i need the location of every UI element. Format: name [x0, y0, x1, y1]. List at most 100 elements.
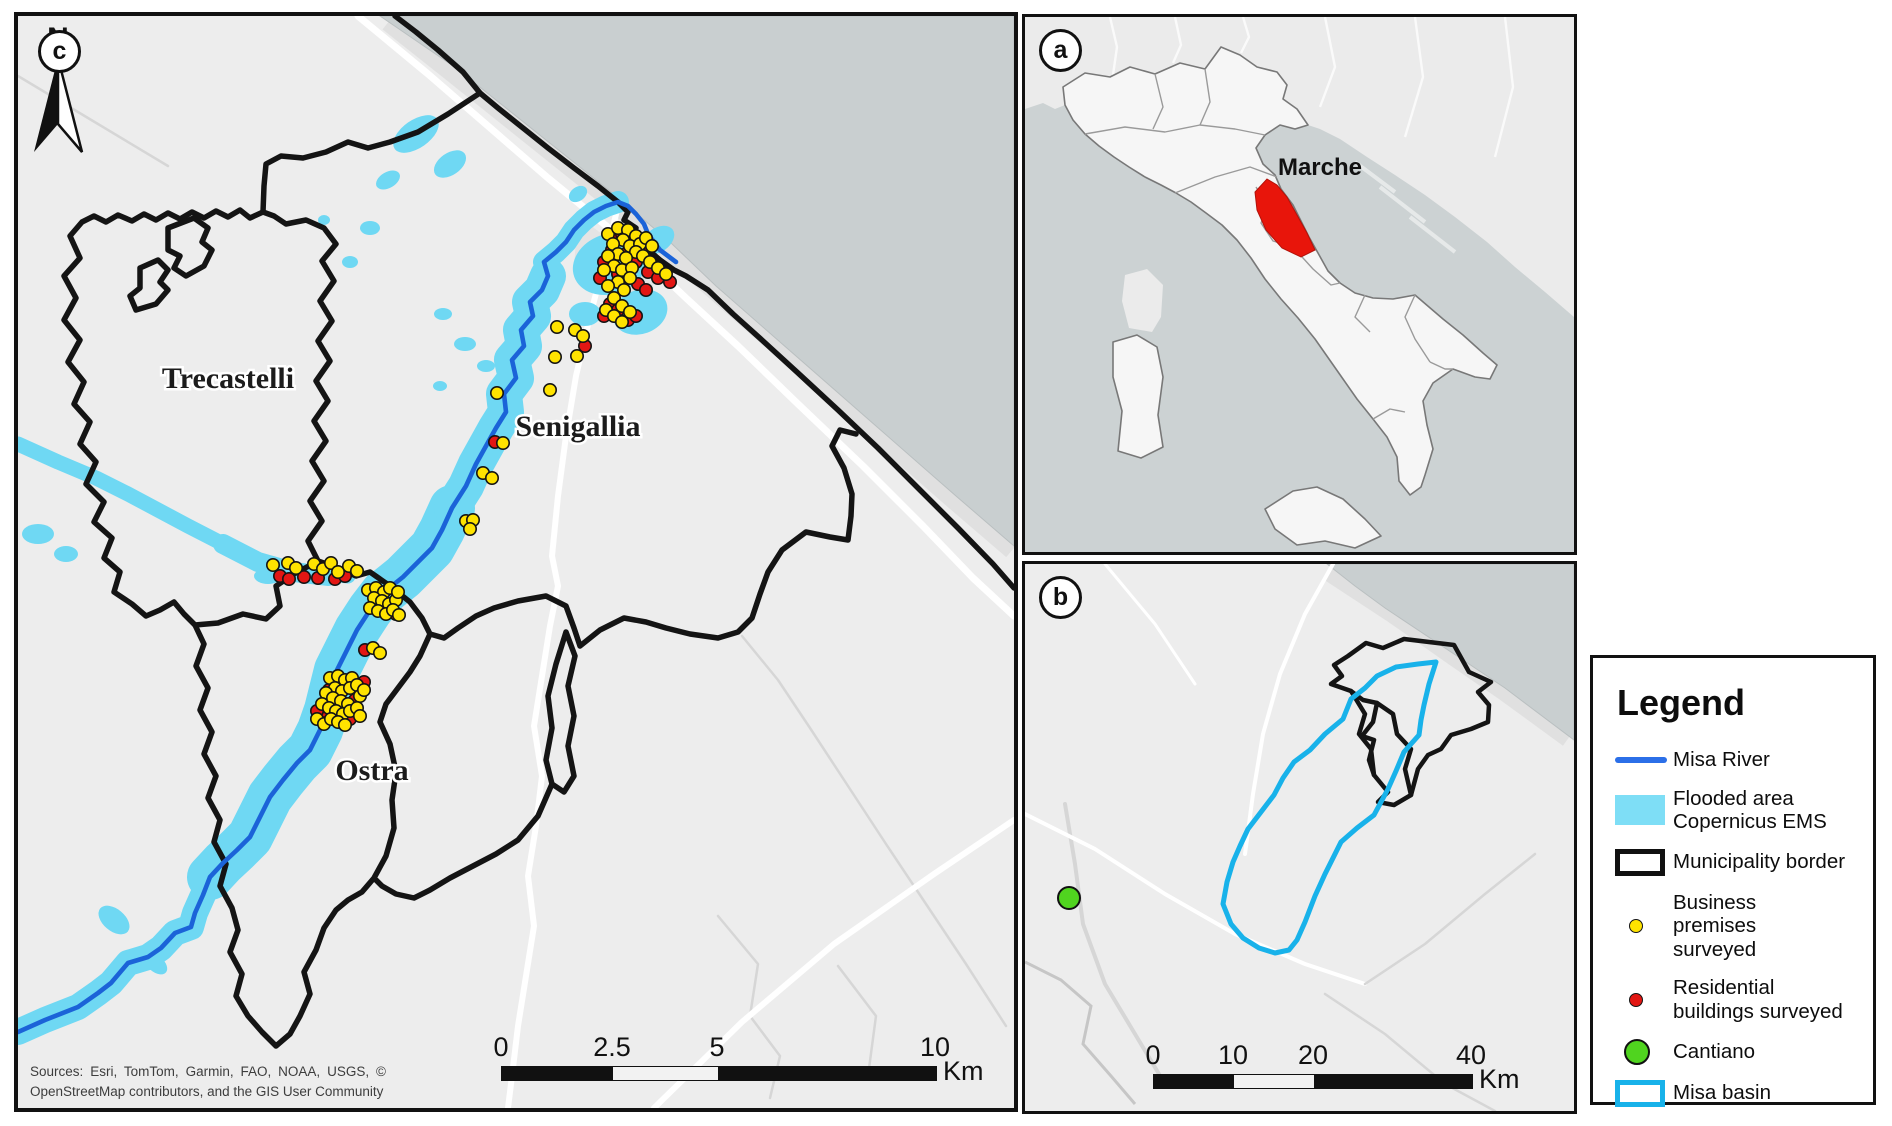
legend-item-label: Business premises surveyed — [1673, 890, 1757, 961]
border-lobe — [543, 629, 578, 795]
islands — [1353, 160, 1457, 254]
valley-road — [505, 203, 621, 1108]
panel-letter-a: a — [1039, 29, 1082, 72]
legend-title: Legend — [1617, 682, 1746, 723]
corsica — [1122, 269, 1163, 332]
label-senigallia: Senigallia — [515, 410, 640, 443]
legend-item-label: Cantiano — [1673, 1039, 1756, 1063]
country-border — [1318, 17, 1337, 108]
panel-b-canvas — [1025, 564, 1574, 1111]
municipality-inner-border — [1348, 688, 1377, 778]
label-trecastelli: Trecastelli — [162, 362, 294, 395]
legend-box: Legend Misa River Flooded area Copernicu… — [1590, 655, 1876, 1107]
business-premises-dot — [462, 521, 477, 536]
municipality-inner-border — [1374, 700, 1414, 798]
trecastelli-border — [61, 207, 339, 628]
misa-river — [18, 199, 679, 1035]
scalebar-bar — [1153, 1074, 1473, 1089]
legend-item-label: Residential buildings surveyed — [1673, 976, 1843, 1023]
business-premises-dot — [484, 470, 499, 485]
minor-road — [1363, 852, 1537, 986]
country-border — [1493, 17, 1515, 158]
business-premises-dot — [600, 278, 615, 293]
country-border — [1171, 17, 1183, 64]
scalebar-bar — [501, 1066, 937, 1081]
municipality-borders-layer — [61, 16, 1014, 1049]
scalebar-tick: 5 — [709, 1032, 725, 1062]
panel-letter-c: c — [38, 30, 81, 73]
business-premises-dot — [622, 271, 637, 286]
north-arrow-right — [56, 57, 84, 153]
business-premises-dot — [596, 263, 611, 278]
panel-b-map: b 0 10 20 40 Km — [1022, 561, 1577, 1114]
business-premises-dot — [288, 560, 303, 575]
road — [1243, 564, 1335, 856]
scalebar-tick: 10 — [919, 1032, 951, 1062]
minor-road — [740, 634, 1008, 1028]
cantiano-dot-swatch — [1624, 1038, 1650, 1065]
business-dots-layer — [266, 221, 673, 732]
municipality-border-swatch — [1615, 848, 1665, 876]
legend-item-flooded-area: Flooded area Copernicus EMS — [1615, 787, 1853, 834]
panel-c-canvas: Trecastelli Senigallia Ostra — [18, 16, 1014, 1108]
business-premises-dot — [489, 385, 504, 400]
adriatic-sea — [1326, 564, 1574, 741]
legend-item-misa-basin: Misa basin — [1615, 1079, 1853, 1107]
scalebar-unit: Km — [1479, 1064, 1520, 1094]
flooded-area-swatch — [1615, 795, 1665, 826]
ostra-border — [192, 622, 433, 1049]
stream — [1025, 960, 1137, 1105]
business-premises-dot — [330, 564, 345, 579]
business-premises-dot — [266, 557, 281, 572]
country-border — [1108, 17, 1119, 76]
scalebar-tick: 20 — [1297, 1040, 1329, 1070]
scalebar-unit: Km — [943, 1056, 984, 1086]
business-premises-dot — [569, 348, 584, 363]
misa-basin-outline — [1220, 659, 1439, 956]
panel-a-map: Marche a — [1022, 14, 1577, 555]
business-premises-dot — [622, 304, 637, 319]
senigallia-nw-border — [260, 90, 483, 215]
business-premises-dot — [549, 319, 564, 334]
minor-road — [18, 74, 170, 168]
business-premises-dot — [352, 708, 367, 723]
residential-building-dot — [638, 282, 653, 297]
label-ostra: Ostra — [335, 754, 408, 787]
minor-road — [1323, 992, 1497, 1111]
business-premises-dot — [575, 328, 590, 343]
country-border — [1403, 17, 1425, 138]
legend-item-municipality-border: Municipality border — [1615, 848, 1853, 876]
business-premises-dot — [337, 717, 352, 732]
business-premises-dot — [356, 682, 371, 697]
legend-item-label: Misa basin — [1673, 1081, 1771, 1105]
marche-region — [1254, 178, 1316, 258]
business-premises-dot — [616, 282, 631, 297]
business-premises-dot — [372, 645, 387, 660]
scalebar-tick: 40 — [1455, 1040, 1487, 1070]
legend-item-cantiano: Cantiano — [1615, 1038, 1853, 1065]
border-lobe-tail — [373, 781, 555, 901]
neighbor-countries — [1025, 17, 1574, 317]
panel-letter-b: b — [1039, 576, 1082, 619]
scalebar-tick: 10 — [1217, 1040, 1249, 1070]
coastal-road — [354, 16, 1014, 620]
legend-item-misa-river: Misa River — [1615, 748, 1853, 772]
residential-building-dot — [281, 571, 296, 586]
border-detail — [165, 215, 215, 279]
legend-item-label: Flooded area Copernicus EMS — [1673, 786, 1827, 834]
panel-a-canvas: Marche — [1025, 17, 1574, 552]
panel-c-map: Trecastelli Senigallia Ostra c N 0 2.5 5… — [14, 12, 1018, 1112]
business-premises-dot — [658, 267, 673, 282]
sardinia — [1112, 334, 1164, 459]
italy-mainland — [1062, 46, 1498, 496]
business-premises-dot — [391, 607, 406, 622]
legend-item-business-premises: Business premises surveyed — [1615, 891, 1853, 962]
adriatic-sea — [379, 16, 1014, 547]
business-premises-dot — [495, 435, 510, 450]
misa-river-swatch — [1615, 756, 1667, 763]
road — [1103, 564, 1197, 686]
sicily — [1264, 486, 1382, 549]
business-dot-swatch — [1629, 919, 1643, 934]
north-arrow: N — [34, 22, 84, 153]
residential-building-dot — [296, 569, 311, 584]
